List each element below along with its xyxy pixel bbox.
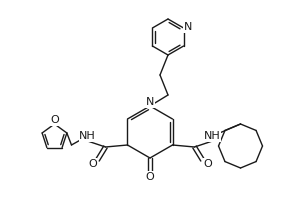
Text: O: O — [203, 159, 212, 169]
Text: N: N — [183, 22, 192, 32]
Text: NH: NH — [204, 131, 221, 141]
Text: O: O — [88, 159, 97, 169]
Text: O: O — [50, 115, 59, 125]
Text: NH: NH — [79, 131, 96, 141]
Text: N: N — [146, 97, 154, 107]
Text: O: O — [146, 172, 154, 182]
